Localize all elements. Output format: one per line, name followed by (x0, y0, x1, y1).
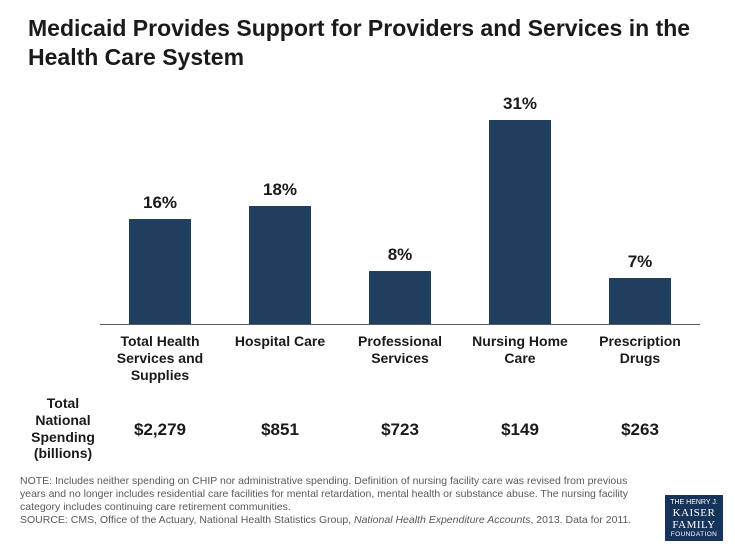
bar (489, 120, 551, 324)
category-label: Total Health Services and Supplies (100, 333, 220, 383)
kaiser-logo: THE HENRY J. KAISER FAMILY FOUNDATION (665, 495, 723, 541)
category-label: Hospital Care (220, 333, 340, 383)
spending-value: $723 (340, 420, 460, 440)
bar-column: 8% (340, 95, 460, 324)
category-label: Nursing Home Care (460, 333, 580, 383)
bar-value-label: 18% (220, 180, 340, 200)
bar-column: 16% (100, 95, 220, 324)
bar (129, 219, 191, 324)
logo-line1: THE HENRY J. (665, 499, 723, 507)
spending-value: $2,279 (100, 420, 220, 440)
logo-line4: FOUNDATION (665, 531, 723, 538)
source-italic: National Health Expenditure Accounts (354, 514, 530, 526)
bar-column: 7% (580, 95, 700, 324)
bar-value-label: 16% (100, 193, 220, 213)
bar (249, 206, 311, 324)
bar-value-label: 7% (580, 252, 700, 272)
spending-row: $2,279$851$723$149$263 (100, 420, 700, 440)
footer-notes: NOTE: Includes neither spending on CHIP … (20, 475, 640, 528)
category-labels-row: Total Health Services and SuppliesHospit… (100, 333, 700, 383)
bar-chart: 16%18%8%31%7% Total Health Services and … (100, 95, 700, 355)
page-title: Medicaid Provides Support for Providers … (0, 0, 735, 72)
logo-line3: FAMILY (665, 519, 723, 531)
spending-value: $263 (580, 420, 700, 440)
spending-value: $851 (220, 420, 340, 440)
logo-line2: KAISER (665, 507, 723, 519)
plot-area: 16%18% 8% 31% 7% (100, 95, 700, 325)
bar-value-label: 8% (340, 245, 460, 265)
bar (609, 278, 671, 324)
category-label: Professional Services (340, 333, 460, 383)
spending-value: $149 (460, 420, 580, 440)
spending-header: Total National Spending (billions) (18, 395, 108, 462)
category-label: Prescription Drugs (580, 333, 700, 383)
bar-value-label: 31% (460, 94, 580, 114)
bar-column: 18% (220, 95, 340, 324)
source-text: SOURCE: CMS, Office of the Actuary, Nati… (20, 514, 640, 527)
bar (369, 271, 431, 324)
bar-column: 31% (460, 95, 580, 324)
note-text: NOTE: Includes neither spending on CHIP … (20, 475, 640, 514)
source-suffix: , 2013. Data for 2011. (530, 514, 631, 526)
source-prefix: SOURCE: CMS, Office of the Actuary, Nati… (20, 514, 354, 526)
